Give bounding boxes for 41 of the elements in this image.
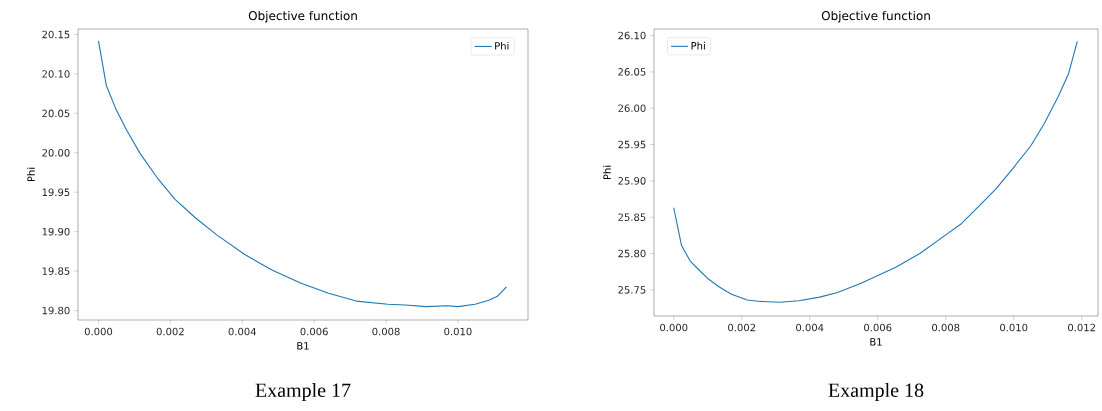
x-tick-label: 0.002 bbox=[156, 327, 184, 336]
y-tick-label: 25.80 bbox=[618, 249, 646, 258]
x-tick-label: 0.006 bbox=[300, 327, 328, 336]
y-tick-label: 19.90 bbox=[42, 227, 70, 236]
x-tick-label: 0.006 bbox=[864, 323, 892, 332]
line-series bbox=[673, 40, 1078, 303]
text: Example 17 bbox=[255, 382, 351, 402]
y-tick-label: 25.85 bbox=[618, 213, 646, 221]
y-axis-title: Phi bbox=[27, 167, 35, 182]
y-tick-label: 20.00 bbox=[42, 149, 70, 157]
x-tick-label: 0.010 bbox=[444, 327, 472, 336]
x-axis-title: B1 bbox=[870, 338, 882, 346]
x-axis-title: B1 bbox=[297, 342, 309, 350]
y-tick-label: 25.90 bbox=[618, 177, 646, 185]
y-tick-label: 25.95 bbox=[618, 140, 646, 149]
y-tick-label: 19.85 bbox=[42, 267, 70, 275]
text: Example 18 bbox=[828, 382, 924, 402]
x-tick-label: 0.004 bbox=[796, 323, 824, 332]
y-tick-label: 20.10 bbox=[42, 70, 70, 78]
chart-title: Objective function bbox=[821, 10, 930, 23]
y-tick-label: 19.95 bbox=[42, 188, 70, 197]
y-axis-title: Phi bbox=[603, 165, 611, 180]
x-tick-label: 0.008 bbox=[932, 323, 960, 332]
x-tick-label: 0.002 bbox=[728, 323, 756, 332]
x-tick-label: 0.012 bbox=[1068, 323, 1095, 332]
x-tick-label: 0.004 bbox=[228, 327, 256, 336]
y-tick-label: 20.15 bbox=[42, 30, 70, 39]
y-tick-label: 19.80 bbox=[42, 306, 70, 315]
y-tick-label: 26.05 bbox=[618, 68, 646, 76]
y-tick-label: 26.10 bbox=[618, 31, 646, 40]
x-tick-label: 0.000 bbox=[660, 323, 688, 332]
y-tick-label: 25.75 bbox=[618, 286, 646, 294]
y-tick-label: 20.05 bbox=[42, 109, 70, 118]
x-tick-label: 0.010 bbox=[1000, 323, 1028, 332]
chart-title: Objective function bbox=[248, 10, 357, 23]
line-series bbox=[97, 40, 507, 308]
legend-label: Phi bbox=[495, 41, 509, 50]
y-tick-label: 26.00 bbox=[618, 104, 646, 112]
legend-label: Phi bbox=[691, 41, 705, 50]
x-tick-label: 0.008 bbox=[372, 327, 400, 336]
x-tick-label: 0.000 bbox=[84, 327, 113, 336]
